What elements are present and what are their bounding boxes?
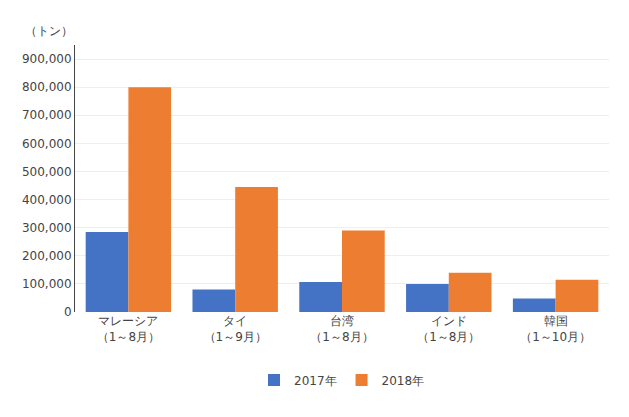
svg-text:0: 0: [64, 305, 72, 319]
svg-text:100,000: 100,000: [22, 277, 72, 291]
svg-text:900,000: 900,000: [22, 52, 72, 66]
svg-text:マレーシア（1～8月）: マレーシア（1～8月）: [97, 314, 160, 344]
svg-text:インド（1～8月）: インド（1～8月）: [417, 314, 480, 344]
svg-text:600,000: 600,000: [22, 137, 72, 151]
svg-text:400,000: 400,000: [22, 193, 72, 207]
svg-text:200,000: 200,000: [22, 249, 72, 263]
svg-text:韓国（1～10月）: 韓国（1～10月）: [520, 314, 591, 344]
svg-text:500,000: 500,000: [22, 165, 72, 179]
svg-text:2018年: 2018年: [382, 374, 425, 388]
svg-text:300,000: 300,000: [22, 221, 72, 235]
svg-text:2017年: 2017年: [294, 374, 337, 388]
svg-text:タイ（1～9月）: タイ（1～9月）: [204, 314, 267, 344]
svg-text:台湾（1～8月）: 台湾（1～8月）: [310, 314, 373, 344]
svg-text:800,000: 800,000: [22, 80, 72, 94]
svg-text:700,000: 700,000: [22, 108, 72, 122]
svg-text:（トン）: （トン）: [25, 24, 73, 38]
